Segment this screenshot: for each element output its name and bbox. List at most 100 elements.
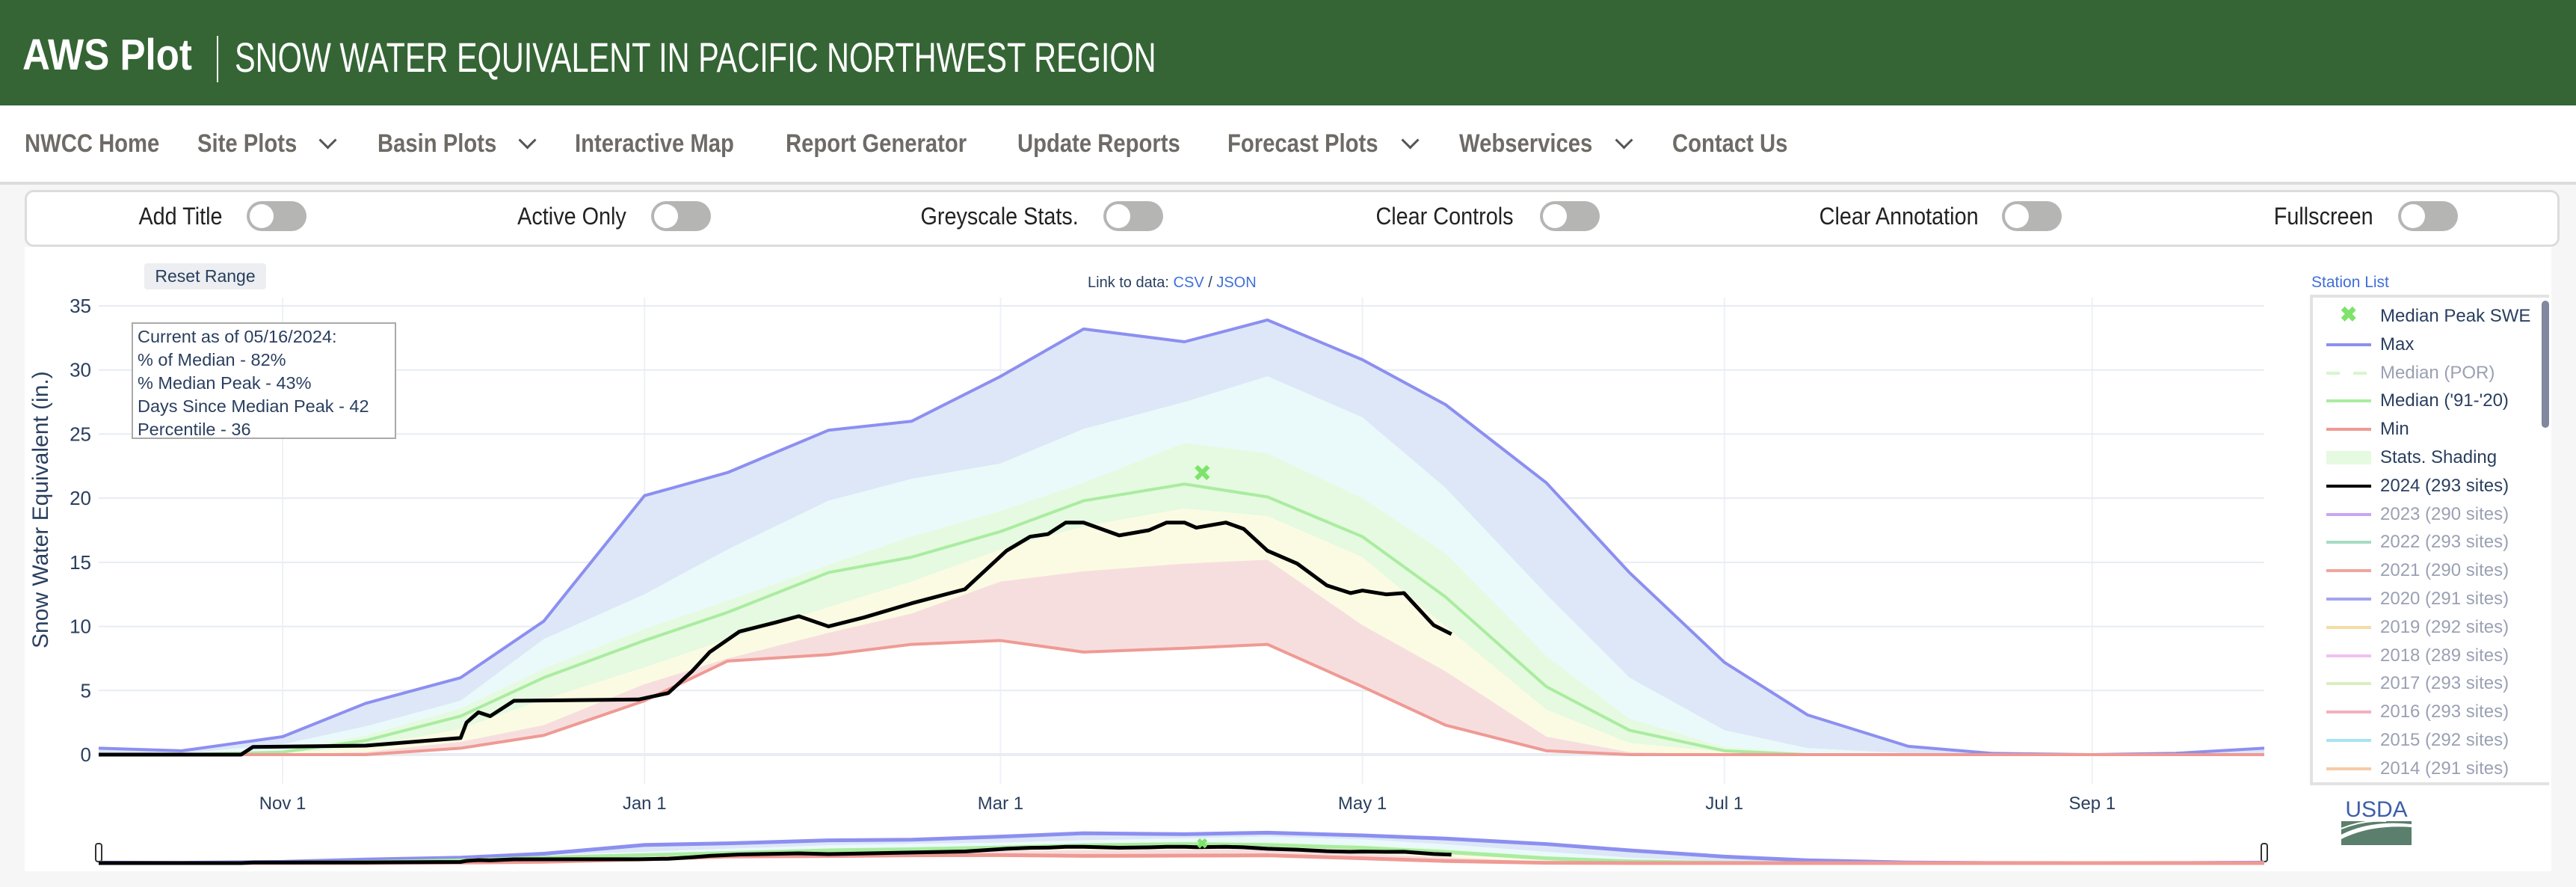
x-tick-label: Mar 1 — [978, 794, 1023, 814]
legend-swatch — [2326, 682, 2371, 686]
y-tick-label: 10 — [70, 616, 91, 638]
x-tick-label: Jan 1 — [623, 794, 667, 814]
legend-item[interactable]: 2024 (293 sites) — [2320, 473, 2545, 499]
plot-options-toolbar: Add Title Active Only Greyscale Stats. C… — [25, 190, 2560, 247]
legend-label: 2016 (293 sites) — [2380, 702, 2509, 722]
range-handle-right[interactable] — [2261, 843, 2268, 862]
legend-item[interactable]: ✖ Median Peak SWE — [2320, 303, 2545, 329]
rangeslider-median-peak-marker — [1197, 838, 1208, 849]
main-min-line — [99, 639, 2264, 756]
legend-swatch — [2326, 428, 2371, 432]
annotation-line: Percentile - 36 — [138, 420, 251, 439]
nav-nwcc-home[interactable]: NWCC Home — [25, 129, 160, 158]
y-tick-label: 20 — [70, 487, 91, 509]
legend-swatch — [2326, 767, 2371, 770]
y-tick-label: 25 — [70, 423, 91, 445]
legend-swatch — [2326, 598, 2371, 601]
legend-label: Median (POR) — [2380, 362, 2495, 383]
legend-swatch — [2326, 484, 2371, 488]
legend-swatch — [2326, 451, 2371, 464]
legend-item[interactable]: 2016 (293 sites) — [2320, 699, 2545, 725]
active-only-label: Active Only — [517, 203, 626, 230]
legend-item[interactable]: 2023 (290 sites) — [2320, 502, 2545, 527]
rangeslider-plot — [98, 830, 2265, 865]
current-conditions-annotation: Current as of 05/16/2024: % of Median - … — [132, 322, 396, 439]
app-header: AWS Plot SNOW WATER EQUIVALENT IN PACIFI… — [0, 0, 2576, 105]
greyscale-stats-toggle[interactable] — [1103, 201, 1163, 231]
range-slider[interactable] — [95, 843, 2268, 862]
legend-item[interactable]: 2018 (289 sites) — [2320, 643, 2545, 669]
x-tick-label: Nov 1 — [259, 794, 306, 814]
nav-interactive-map[interactable]: Interactive Map — [575, 129, 734, 158]
legend-item[interactable]: 2014 (291 sites) — [2320, 756, 2545, 782]
legend-item[interactable]: 2022 (293 sites) — [2320, 530, 2545, 555]
fullscreen-toggle[interactable] — [2398, 201, 2458, 231]
main-median-peak-marker — [1195, 464, 1210, 480]
legend-label: Median Peak SWE — [2380, 306, 2531, 326]
legend-label: 2015 (292 sites) — [2380, 730, 2509, 750]
main-nav: NWCC Home Site Plots Basin Plots Interac… — [0, 105, 2576, 185]
legend-swatch — [2326, 371, 2371, 375]
x-tick-label: Sep 1 — [2068, 794, 2116, 814]
legend-swatch — [2326, 739, 2371, 742]
legend-label: 2020 (291 sites) — [2380, 589, 2509, 609]
annotation-line: % Median Peak - 43% — [138, 373, 312, 393]
main-2024-line — [99, 521, 1452, 757]
nav-update-reports[interactable]: Update Reports — [1017, 129, 1180, 158]
clear-controls-toggle[interactable] — [1540, 201, 1600, 231]
y-tick-label: 15 — [70, 551, 91, 574]
usda-logo-icon: USDA — [2341, 797, 2412, 845]
json-link[interactable]: JSON — [1216, 274, 1257, 291]
nav-webservices[interactable]: Webservices — [1459, 129, 1593, 158]
legend-item[interactable]: Max — [2320, 332, 2545, 357]
greyscale-stats-label: Greyscale Stats. — [920, 203, 1079, 230]
nav-basin-plots[interactable]: Basin Plots — [378, 129, 497, 158]
legend-item[interactable]: Median ('91-'20) — [2320, 388, 2545, 414]
station-list-link[interactable]: Station List — [2311, 274, 2389, 291]
annotation-line: Current as of 05/16/2024: — [138, 327, 337, 346]
reset-range-button[interactable]: Reset Range — [144, 263, 266, 289]
rangeslider-2024-line — [99, 844, 1452, 865]
legend-label: 2018 (289 sites) — [2380, 645, 2509, 666]
x-tick-label: Jul 1 — [1705, 794, 1743, 814]
legend-label: 2019 (292 sites) — [2380, 616, 2509, 637]
main-max-line — [98, 318, 2265, 756]
legend-item[interactable]: 2021 (290 sites) — [2320, 558, 2545, 583]
legend-label: 2017 (293 sites) — [2380, 673, 2509, 694]
nav-forecast-plots[interactable]: Forecast Plots — [1227, 129, 1378, 158]
usda-logo: USDA — [2341, 797, 2412, 849]
x-marker-icon: ✖ — [2340, 303, 2358, 326]
legend-label: 2024 (293 sites) — [2380, 475, 2509, 496]
legend-item[interactable]: Median (POR) — [2320, 360, 2545, 386]
csv-link[interactable]: CSV — [1173, 274, 1204, 291]
fullscreen-label: Fullscreen — [2274, 203, 2373, 230]
clear-annotation-toggle[interactable] — [2002, 201, 2062, 231]
legend-scrollbar[interactable] — [2542, 301, 2549, 428]
legend-item[interactable]: 2015 (292 sites) — [2320, 728, 2545, 753]
legend-label: Max — [2380, 334, 2415, 355]
main-band-p10-min — [99, 559, 2264, 755]
legend-label: Min — [2380, 419, 2409, 440]
legend-item[interactable]: 2017 (293 sites) — [2320, 671, 2545, 696]
legend-swatch — [2326, 399, 2371, 403]
nav-contact-us[interactable]: Contact Us — [1672, 129, 1788, 158]
legend-label: 2014 (291 sites) — [2380, 758, 2509, 779]
range-handle-left[interactable] — [95, 843, 102, 862]
legend-item[interactable]: 2020 (291 sites) — [2320, 586, 2545, 612]
legend-swatch — [2326, 654, 2371, 657]
nav-report-generator[interactable]: Report Generator — [786, 129, 967, 158]
link-separator: / — [1208, 274, 1212, 291]
legend-label: Stats. Shading — [2380, 447, 2498, 467]
legend-item[interactable]: 2019 (292 sites) — [2320, 615, 2545, 640]
legend-item[interactable]: Min — [2320, 417, 2545, 442]
annotation-line: Days Since Median Peak - 42 — [138, 396, 369, 416]
page-title: SNOW WATER EQUIVALENT IN PACIFIC NORTHWE… — [235, 34, 1156, 81]
brand-title[interactable]: AWS Plot — [22, 31, 192, 79]
legend-swatch — [2326, 343, 2371, 346]
legend-item[interactable]: Stats. Shading — [2320, 445, 2545, 470]
active-only-toggle[interactable] — [651, 201, 711, 231]
nav-site-plots[interactable]: Site Plots — [197, 129, 298, 158]
add-title-toggle[interactable] — [247, 201, 306, 231]
legend-label: 2022 (293 sites) — [2380, 532, 2509, 553]
